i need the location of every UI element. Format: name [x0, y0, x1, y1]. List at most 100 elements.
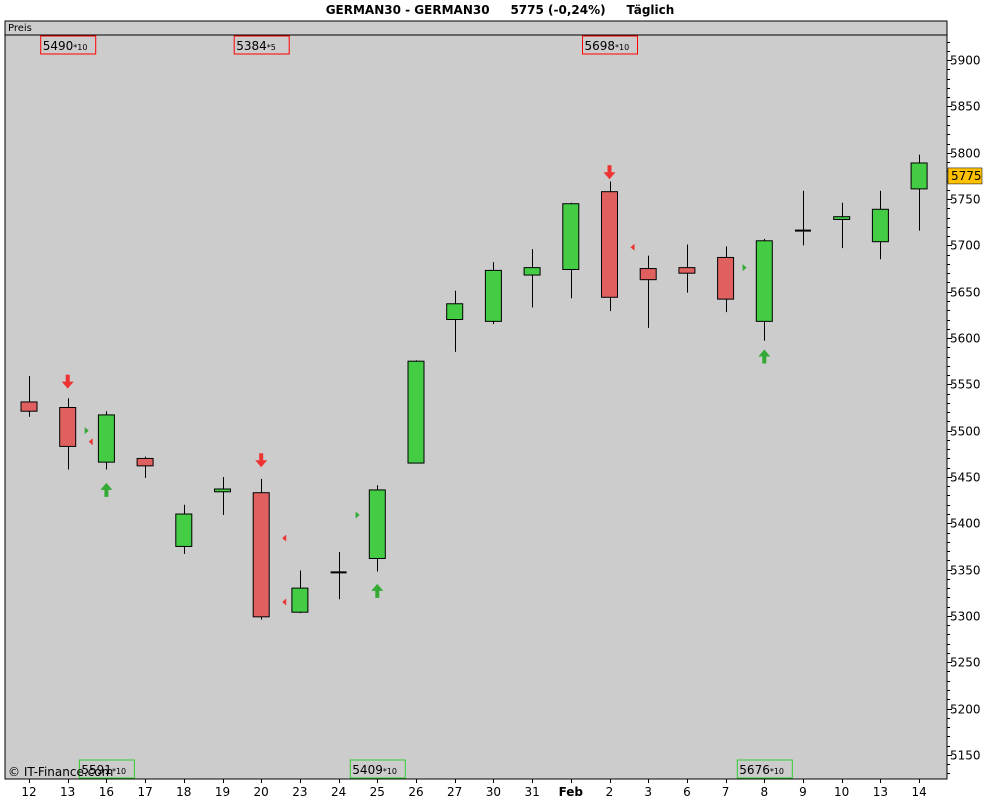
x-tick-label: 18 — [176, 785, 191, 799]
x-tick-label: 12 — [21, 785, 36, 799]
sell-signal-arrow — [255, 453, 268, 468]
candle-bearish — [678, 267, 696, 274]
plot-area[interactable] — [4, 20, 948, 780]
y-tick-label: 5600 — [950, 332, 981, 346]
candle-bullish — [523, 267, 541, 276]
level-box — [349, 759, 406, 779]
buy-signal-arrow — [371, 583, 384, 598]
last-price-tag-label: 5775 — [951, 169, 982, 183]
y-axis: 5150 5200 5250 5300 5350 5400 5450 5500 5550 5600… — [947, 42, 981, 774]
y-tick-label: 5250 — [950, 656, 981, 670]
level-box-label: 5409*10 — [352, 763, 397, 777]
candle-bullish — [97, 414, 115, 463]
candle-bearish — [717, 256, 735, 300]
candle-bearish — [59, 407, 77, 447]
signals — [61, 165, 771, 598]
y-tick-label: 5350 — [950, 564, 981, 578]
x-tick-label: 24 — [331, 785, 346, 799]
x-tick-label: 17 — [137, 785, 152, 799]
chart-period: Täglich — [626, 3, 675, 17]
markers — [84, 243, 747, 606]
y-tick-label: 5550 — [950, 378, 981, 392]
level-box-label: 5698*10 — [585, 39, 630, 53]
level-marker — [88, 438, 93, 446]
candle-bullish — [446, 303, 464, 321]
x-tick-label: 8 — [760, 785, 768, 799]
last-price-tag: 5775 — [947, 167, 983, 185]
candle-bullish — [562, 203, 580, 270]
x-tick-label: 10 — [834, 785, 849, 799]
level-box-label: 5591*10 — [81, 763, 126, 777]
y-tick-label: 5300 — [950, 610, 981, 624]
level-marker — [282, 534, 287, 542]
x-tick-label: 13 — [873, 785, 888, 799]
level-marker — [742, 264, 747, 272]
candle-bearish — [601, 191, 618, 298]
sell-signal-arrow — [603, 165, 616, 180]
candle-bullish — [833, 216, 851, 220]
level-marker — [282, 598, 287, 606]
buy-signal-arrow — [758, 349, 771, 364]
level-box — [582, 35, 638, 55]
y-tick-label: 5650 — [950, 286, 981, 300]
level-box — [78, 759, 135, 779]
level-marker — [355, 511, 360, 519]
candle-bearish — [252, 492, 270, 618]
y-tick-label: 5800 — [950, 147, 981, 161]
y-tick-label: 5750 — [950, 193, 981, 207]
y-tick-label: 5700 — [950, 239, 981, 253]
candle-bullish — [175, 513, 193, 547]
copyright-text: © IT-Finance.com — [8, 765, 113, 779]
x-tick-label: 26 — [408, 785, 423, 799]
x-tick-label: Feb — [559, 785, 584, 799]
x-tick-label: 30 — [486, 785, 501, 799]
last-price-tag-bg — [947, 167, 983, 185]
x-axis: 12 13 16 17 18 19 20 23 24 25 26 27 30 31 Feb 2 3 6 7 8 9 10 1… — [21, 779, 927, 799]
x-tick-label: 6 — [683, 785, 691, 799]
level-box-label: 5384*5 — [236, 39, 276, 53]
x-tick-label: 9 — [799, 785, 807, 799]
y-tick-label: 5500 — [950, 425, 981, 439]
chart-last-price-change: 5775 (-0,24%) — [510, 3, 606, 17]
pane-label: Preis — [8, 23, 32, 34]
level-marker — [84, 427, 89, 435]
candle-bullish — [407, 360, 425, 464]
chart-symbol: GERMAN30 - GERMAN30 — [325, 3, 490, 17]
x-tick-label: 23 — [292, 785, 307, 799]
y-tick-label: 5900 — [950, 54, 981, 68]
x-tick-label: 25 — [370, 785, 385, 799]
candle-bearish — [20, 401, 38, 412]
candle-bullish — [368, 489, 386, 559]
x-tick-label: 3 — [644, 785, 652, 799]
level-box-label: 5490*10 — [43, 39, 88, 53]
candle-bullish — [291, 587, 309, 613]
y-tick-label: 5200 — [950, 703, 981, 717]
candle-bullish — [755, 240, 773, 322]
x-tick-label: 27 — [447, 785, 462, 799]
level-box — [40, 35, 97, 55]
x-tick-label: 7 — [722, 785, 730, 799]
x-tick-label: 20 — [254, 785, 269, 799]
candle-bullish — [484, 269, 502, 322]
candle-bearish — [639, 268, 657, 281]
x-tick-label: 31 — [524, 785, 539, 799]
level-marker — [630, 243, 635, 251]
chart-title: GERMAN30 - GERMAN30 5775 (-0,24%) Täglic… — [0, 0, 1000, 20]
y-tick-label: 5450 — [950, 471, 981, 485]
y-tick-label: 5850 — [950, 100, 981, 114]
y-tick-label: 5150 — [950, 749, 981, 763]
x-tick-label: 19 — [215, 785, 230, 799]
candle-bearish — [136, 457, 154, 467]
candle-bullish — [910, 162, 928, 190]
level-box — [233, 35, 290, 55]
level-box-label: 5676*10 — [739, 763, 784, 777]
candle-bullish — [871, 208, 889, 243]
candles — [20, 154, 928, 620]
candle-bullish — [214, 488, 231, 493]
x-tick-label: 13 — [60, 785, 75, 799]
y-tick-label: 5400 — [950, 517, 981, 531]
buy-signal-arrow — [100, 482, 113, 497]
sell-signal-arrow — [61, 374, 74, 389]
x-tick-label: 14 — [911, 785, 926, 799]
